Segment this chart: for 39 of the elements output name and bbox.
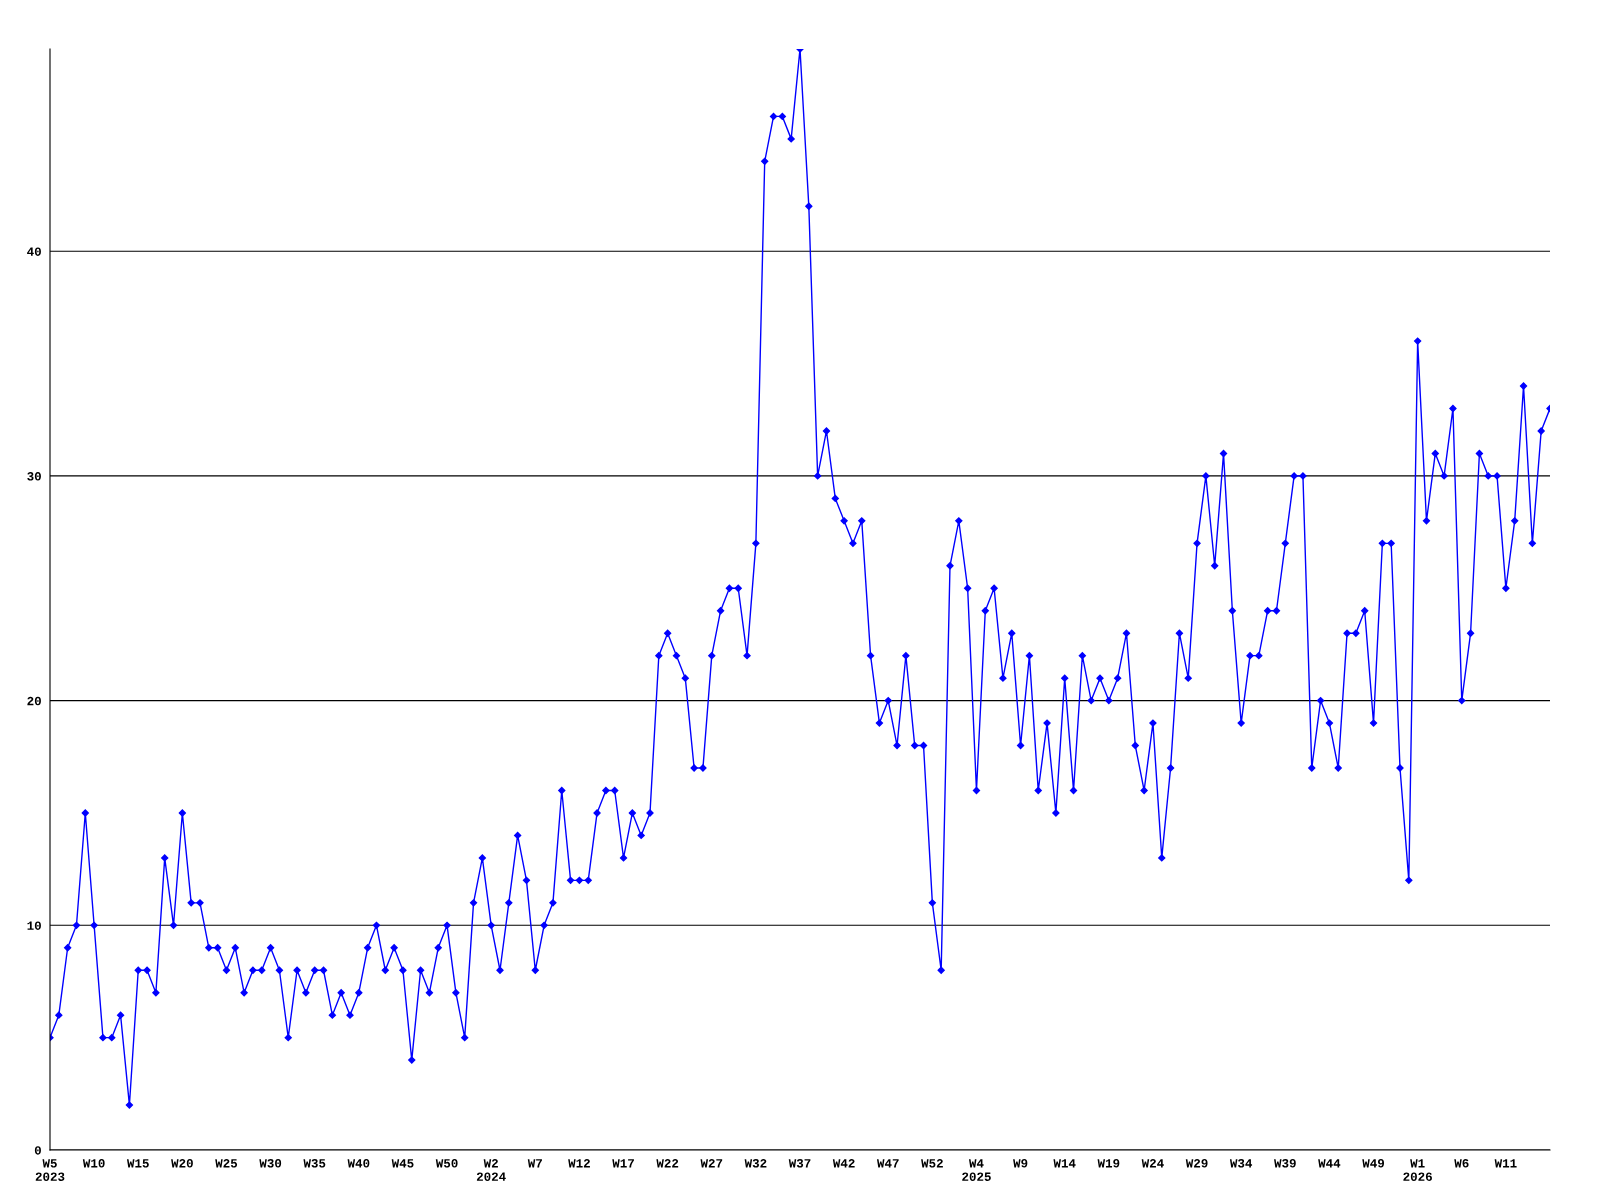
x-tick-label: W34 bbox=[1229, 1159, 1253, 1168]
y-tick-label: 0 bbox=[34, 1146, 41, 1155]
x-tick-label: W12 bbox=[568, 1159, 590, 1168]
x-tick-label: W24 bbox=[1141, 1159, 1164, 1168]
x-tick-label: W39 bbox=[1274, 1159, 1296, 1168]
x-tick-label: W52 bbox=[921, 1159, 943, 1168]
x-tick-label: W37 bbox=[788, 1159, 811, 1168]
x-tick-label: W11 bbox=[1494, 1159, 1517, 1168]
x-tick-label: W32 bbox=[744, 1159, 767, 1168]
x-tick-label: W45 bbox=[391, 1159, 414, 1168]
x-tick-label: W50 bbox=[435, 1159, 458, 1168]
x-tick-label: W42 bbox=[832, 1159, 855, 1168]
x-tick-label: W22 bbox=[656, 1159, 679, 1168]
x-tick-label: W14 bbox=[1053, 1159, 1076, 1168]
x-tick-label: W1 2026 bbox=[1403, 1159, 1432, 1181]
x-tick-label: W10 bbox=[82, 1159, 105, 1168]
x-tick-label: W6 bbox=[1454, 1159, 1469, 1168]
x-tick-label: W2 2024 bbox=[476, 1159, 506, 1181]
y-tick-label: 30 bbox=[27, 472, 41, 481]
x-tick-label: W40 bbox=[347, 1159, 370, 1168]
x-tick-label: W49 bbox=[1362, 1159, 1385, 1168]
x-tick-label: W30 bbox=[259, 1159, 282, 1168]
x-tick-label: W17 bbox=[612, 1159, 634, 1168]
x-tick-label: W44 bbox=[1318, 1159, 1341, 1168]
x-tick-label: W27 bbox=[700, 1159, 723, 1168]
y-tick-label: 20 bbox=[27, 696, 41, 706]
y-tick-label: 10 bbox=[27, 921, 41, 930]
x-tick-label: W9 bbox=[1013, 1159, 1028, 1168]
x-tick-label: W4 2025 bbox=[962, 1159, 991, 1181]
x-tick-label: W5 2023 bbox=[35, 1159, 65, 1181]
x-tick-label: W19 bbox=[1097, 1159, 1120, 1168]
y-tick-label: 40 bbox=[27, 247, 41, 256]
x-tick-label: W15 bbox=[126, 1159, 149, 1168]
x-tick-label: W25 bbox=[215, 1159, 238, 1168]
x-tick-label: W20 bbox=[171, 1159, 193, 1168]
x-tick-label: W35 bbox=[303, 1159, 326, 1168]
x-tick-label: W7 bbox=[527, 1159, 542, 1168]
x-tick-label: W29 bbox=[1185, 1159, 1208, 1168]
x-tick-label: W47 bbox=[876, 1159, 899, 1168]
